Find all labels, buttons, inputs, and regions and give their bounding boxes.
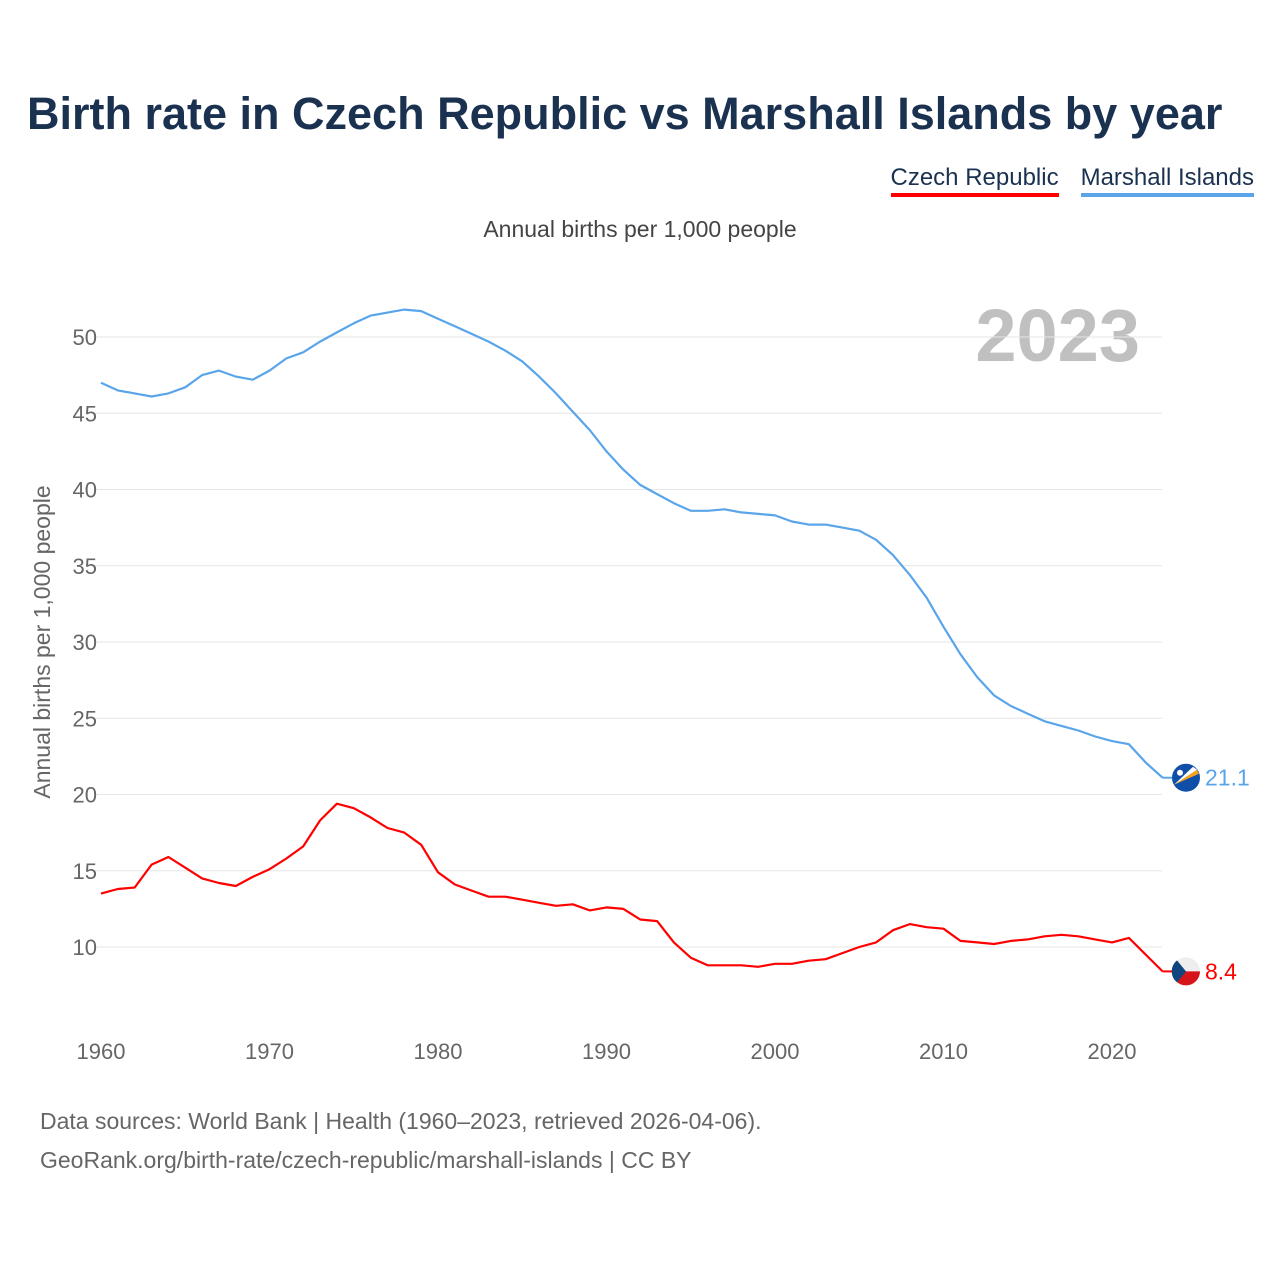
legend-marshall-islands[interactable]: Marshall Islands [1080, 164, 1254, 197]
flag-white-stripe [1174, 766, 1197, 785]
year-watermark: 2023 [975, 294, 1140, 377]
x-tick-label: 2000 [751, 1039, 800, 1064]
flag-blue [1171, 960, 1186, 983]
y-tick-label: 50 [73, 325, 97, 350]
chart-title: Birth rate in Czech Republic vs Marshall… [27, 88, 1223, 139]
y-tick-label: 10 [73, 935, 97, 960]
flag-orange-stripe [1174, 769, 1199, 785]
source-line-2[interactable]: GeoRank.org/birth-rate/czech-republic/ma… [40, 1147, 692, 1173]
chart-subtitle: Annual births per 1,000 people [483, 216, 797, 242]
y-tick-label: 35 [73, 554, 97, 579]
end-value-label: 21.1 [1205, 765, 1250, 791]
y-axis-title: Annual births per 1,000 people [29, 485, 55, 798]
series-line-marshall-islands [100, 308, 1164, 779]
y-tick-label: 25 [73, 706, 97, 731]
legend: Czech Republic Marshall Islands [890, 164, 1254, 197]
x-tick-label: 1970 [245, 1039, 294, 1064]
series-line-czech-republic [100, 802, 1164, 973]
x-tick-label: 1990 [582, 1039, 631, 1064]
y-tick-label: 20 [73, 783, 97, 808]
x-tick-label: 2020 [1088, 1039, 1137, 1064]
marshall-islands-flag-icon [1172, 763, 1200, 792]
flag-star [1177, 769, 1183, 776]
y-tick-label: 15 [73, 859, 97, 884]
y-tick-label: 45 [73, 401, 97, 426]
x-tick-label: 1980 [414, 1039, 463, 1064]
czech-flag-icon [1171, 957, 1200, 986]
x-tick-label: 1960 [77, 1039, 126, 1064]
source-line-1: Data sources: World Bank | Health (1960–… [40, 1108, 762, 1134]
legend-czech-republic[interactable]: Czech Republic [890, 164, 1059, 197]
x-tick-label: 2010 [919, 1039, 968, 1064]
end-value-label: 8.4 [1205, 958, 1237, 984]
y-tick-label: 30 [73, 630, 97, 655]
y-tick-label: 40 [73, 478, 97, 503]
